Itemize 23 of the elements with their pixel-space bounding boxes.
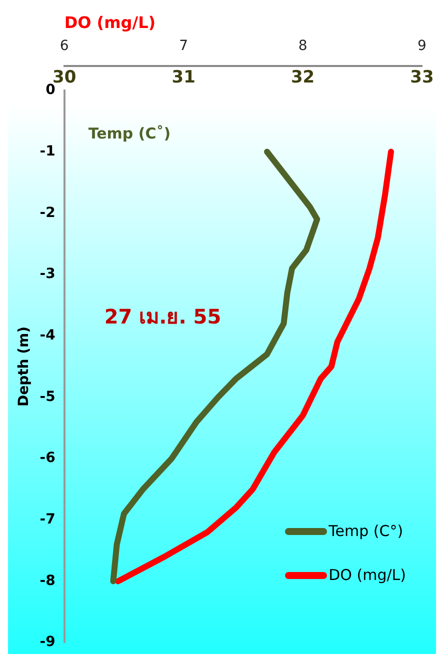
- x-tick-label: 31: [172, 68, 196, 88]
- x2-tick-label: 9: [418, 38, 426, 54]
- x-axis-title: Temp (C˚): [88, 124, 171, 142]
- annotation: 27 เม.ย. 55: [104, 304, 222, 329]
- y-tick-label: -6: [40, 450, 56, 466]
- x2-axis-title: DO (mg/L): [64, 12, 156, 32]
- y-tick-label: -3: [40, 266, 56, 282]
- y-tick-label: -9: [40, 634, 56, 650]
- y-tick-label: -1: [40, 143, 56, 160]
- x2-tick-label: 6: [60, 38, 69, 54]
- x2-tick-label: 7: [179, 38, 188, 54]
- y-tick-label: -8: [40, 572, 56, 589]
- x-tick-label: 32: [290, 68, 315, 88]
- y-tick-label: 0: [46, 82, 56, 98]
- y-tick-label: -5: [40, 388, 56, 405]
- legend-label: Temp (C°): [328, 522, 404, 540]
- y-tick-label: -7: [40, 512, 56, 528]
- y-tick-label: -2: [40, 204, 56, 221]
- y-axis-title: Depth (m): [16, 326, 32, 407]
- y-tick-label: -4: [40, 327, 56, 344]
- legend-label: DO (mg/L): [328, 566, 406, 584]
- x2-tick-label: 8: [298, 38, 308, 54]
- x-tick-label: 33: [410, 68, 434, 88]
